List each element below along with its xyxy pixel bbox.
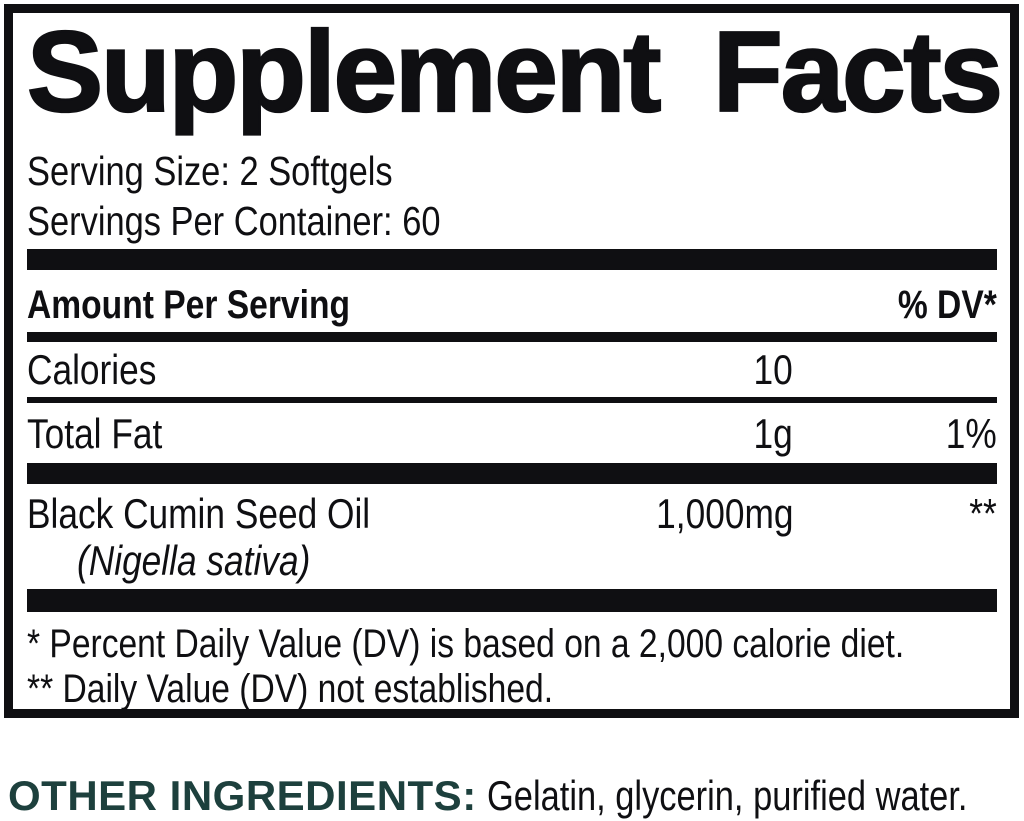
column-header-row: Amount Per Serving % DV*	[27, 270, 997, 332]
divider-thick-middle	[27, 463, 997, 484]
serving-size-line: Serving Size: 2 Softgels	[27, 146, 997, 196]
other-ingredients-label: OTHER INGREDIENTS:	[8, 772, 477, 819]
servings-per-container-line: Servings Per Container: 60	[27, 196, 997, 246]
nutrient-amount: 10	[753, 346, 793, 393]
panel-title: Supplement Facts	[26, 9, 1004, 136]
other-ingredients-section: OTHER INGREDIENTS: Gelatin, glycerin, pur…	[8, 775, 1020, 817]
nutrient-name: Calories	[27, 346, 157, 393]
nutrient-name: Total Fat	[27, 410, 163, 457]
divider-thick-top	[27, 249, 997, 270]
nutrient-dv: **	[969, 490, 997, 537]
divider-medium	[27, 332, 997, 342]
nutrient-row-calories: Calories 10	[27, 342, 997, 397]
divider-thin	[27, 397, 997, 403]
footnote-percent-dv: * Percent Daily Value (DV) is based on a…	[27, 622, 905, 666]
botanical-name: (Nigella sativa)	[77, 537, 311, 584]
percent-dv-header: % DV*	[898, 283, 997, 327]
nutrient-dv: 1%	[946, 410, 997, 457]
amount-per-serving-header: Amount Per Serving	[27, 283, 350, 327]
nutrient-row-total-fat: Total Fat 1g 1%	[27, 403, 997, 463]
servings-per-container-text: Servings Per Container: 60	[27, 198, 441, 244]
nutrient-amount: 1g	[753, 410, 793, 457]
serving-size-text: Serving Size: 2 Softgels	[27, 148, 393, 194]
nutrient-name: Black Cumin Seed Oil (Nigella sativa)	[27, 490, 371, 584]
divider-thick-bottom	[27, 589, 997, 612]
supplement-facts-panel: Supplement Facts Serving Size: 2 Softgel…	[4, 4, 1019, 718]
other-ingredients-text: Gelatin, glycerin, purified water.	[486, 772, 968, 819]
nutrient-amount: 1,000mg	[655, 490, 793, 537]
footnotes-section: * Percent Daily Value (DV) is based on a…	[27, 612, 997, 712]
nutrient-row-black-cumin-seed-oil: Black Cumin Seed Oil (Nigella sativa) 1,…	[27, 484, 997, 589]
footnote-dv-not-established: ** Daily Value (DV) not established.	[27, 667, 554, 711]
nutrient-dv	[793, 347, 997, 393]
